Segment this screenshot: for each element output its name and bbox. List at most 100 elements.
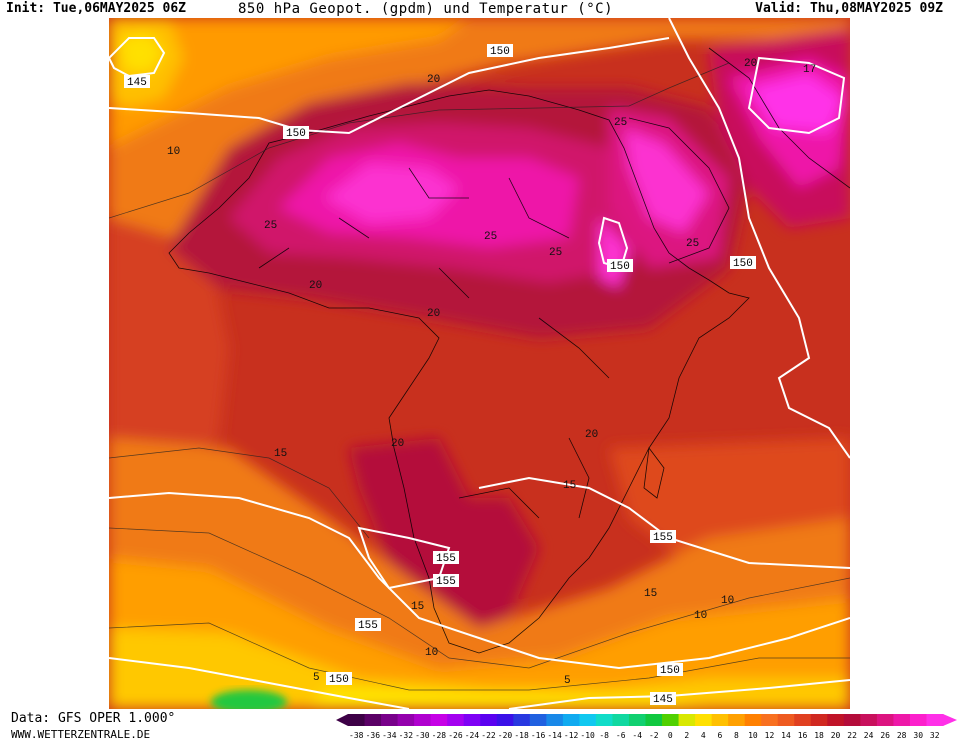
svg-text:20: 20 — [309, 280, 322, 292]
svg-text:20: 20 — [744, 58, 757, 70]
colorbar-swatch — [645, 714, 663, 726]
color-scale: -38 -36 -34 -32 -30 -28 -26 -24 -22 -20 -18 -16 -14-… — [336, 714, 957, 740]
svg-text:155: 155 — [436, 576, 456, 588]
colorbar-swatch — [562, 714, 580, 726]
colorbar-tick-label: 16 — [798, 731, 808, 740]
temperature-labels: 10 20 25 25 25 25 20 20 20 25 20 15 20 1… — [167, 58, 816, 687]
colorbar-swatch — [678, 714, 696, 726]
geo-label: 155 — [355, 618, 381, 632]
colorbar-tick-label: 32 — [930, 731, 940, 740]
colorbar-tick-label: 22 — [847, 731, 857, 740]
colorbar-swatch — [695, 714, 713, 726]
colorbar-tick-label: 24 — [864, 731, 874, 740]
colorbar-tick-label: 20 — [831, 731, 841, 740]
svg-text:15: 15 — [274, 448, 287, 460]
colorbar-tick-label: -22 — [481, 731, 496, 740]
geo-label: 150 — [487, 44, 513, 58]
colorbar-swatch — [414, 714, 432, 726]
colorbar-tick-label: -12 — [564, 731, 579, 740]
colorbar-tick-label: 14 — [781, 731, 791, 740]
geo-label: 150 — [283, 126, 309, 140]
svg-text:20: 20 — [585, 429, 598, 441]
colorbar-swatch — [480, 714, 498, 726]
svg-text:25: 25 — [484, 231, 497, 243]
colorbar-tick-label: -18 — [514, 731, 529, 740]
colorbar-swatch — [496, 714, 514, 726]
colorbar-swatch — [463, 714, 481, 726]
colorbar-tick-label: -32 — [399, 731, 414, 740]
colorbar-tick-label: -20 — [498, 731, 513, 740]
colorbar-swatch — [447, 714, 465, 726]
svg-text:15: 15 — [644, 588, 657, 600]
colorbar-swatch — [513, 714, 531, 726]
colorbar-swatch — [595, 714, 613, 726]
colorbar-swatch — [810, 714, 828, 726]
svg-text:5: 5 — [313, 672, 320, 684]
colorbar-tick-label: -4 — [632, 731, 642, 740]
colorbar-tick-label: 28 — [897, 731, 907, 740]
svg-text:155: 155 — [358, 620, 378, 632]
svg-text:10: 10 — [694, 610, 707, 622]
svg-text:15: 15 — [411, 601, 424, 613]
svg-text:150: 150 — [660, 665, 680, 677]
geo-label: 150 — [607, 259, 633, 273]
geo-label: 155 — [433, 551, 459, 565]
colorbar-tick-label: 18 — [814, 731, 824, 740]
color-scale-labels: -38 -36 -34 -32 -30 -28 -26 -24 -22 -20 -18 -16 -14-… — [349, 731, 940, 740]
valid-time-label: Valid: Thu,08MAY2025 09Z — [755, 1, 943, 16]
svg-text:150: 150 — [733, 258, 753, 270]
svg-text:17: 17 — [803, 64, 816, 76]
svg-text:150: 150 — [286, 128, 306, 140]
colorbar-tick-label: 8 — [734, 731, 739, 740]
colorbar-swatch — [662, 714, 680, 726]
svg-text:10: 10 — [167, 146, 180, 158]
colorbar-arrow-right — [943, 714, 957, 726]
svg-text:25: 25 — [549, 247, 562, 259]
cold-patch — [211, 690, 287, 709]
colorbar-tick-label: -10 — [580, 731, 595, 740]
geo-label: 145 — [124, 75, 150, 89]
colorbar-arrow-left — [336, 714, 348, 726]
colorbar-swatch — [876, 714, 894, 726]
svg-text:145: 145 — [127, 77, 147, 89]
geo-label: 150 — [730, 256, 756, 270]
colorbar-swatch — [711, 714, 729, 726]
svg-text:5: 5 — [564, 675, 571, 687]
svg-text:25: 25 — [686, 238, 699, 250]
svg-text:25: 25 — [264, 220, 277, 232]
colorbar-swatch — [364, 714, 382, 726]
colorbar-tick-label: -36 — [366, 731, 381, 740]
svg-text:155: 155 — [436, 553, 456, 565]
colorbar-tick-label: -14 — [547, 731, 562, 740]
svg-text:20: 20 — [427, 74, 440, 86]
colorbar-swatch — [827, 714, 845, 726]
colorbar-tick-label: -8 — [599, 731, 609, 740]
colorbar-tick-label: -2 — [649, 731, 659, 740]
colorbar-tick-label: -26 — [448, 731, 463, 740]
svg-text:145: 145 — [653, 694, 673, 706]
colorbar-tick-label: 26 — [880, 731, 890, 740]
colorbar-tick-label: 0 — [668, 731, 673, 740]
colorbar-tick-label: 30 — [913, 731, 923, 740]
geo-label: 150 — [657, 663, 683, 677]
svg-text:155: 155 — [653, 532, 673, 544]
colorbar-swatch — [761, 714, 779, 726]
colorbar-swatch — [430, 714, 448, 726]
color-scale-blocks — [336, 714, 957, 726]
colorbar-tick-label: -16 — [531, 731, 546, 740]
colorbar-swatch — [612, 714, 630, 726]
colorbar-swatch — [529, 714, 547, 726]
colorbar-tick-label: -38 — [349, 731, 364, 740]
data-source-label: Data: GFS OPER 1.000° — [11, 711, 176, 726]
geopotential-labels: 145 150 150 150 150 155 155 155 155 150 … — [124, 44, 756, 706]
colorbar-tick-label: 4 — [701, 731, 706, 740]
colorbar-swatch — [546, 714, 564, 726]
weather-map: 145 150 150 150 150 155 155 155 155 150 … — [109, 18, 850, 709]
svg-text:150: 150 — [329, 674, 349, 686]
colorbar-tick-label: 10 — [748, 731, 758, 740]
svg-text:25: 25 — [614, 117, 627, 129]
colorbar-tick-label: 12 — [765, 731, 775, 740]
svg-text:150: 150 — [610, 261, 630, 273]
colorbar-swatch — [777, 714, 795, 726]
colorbar-swatch — [348, 714, 366, 726]
